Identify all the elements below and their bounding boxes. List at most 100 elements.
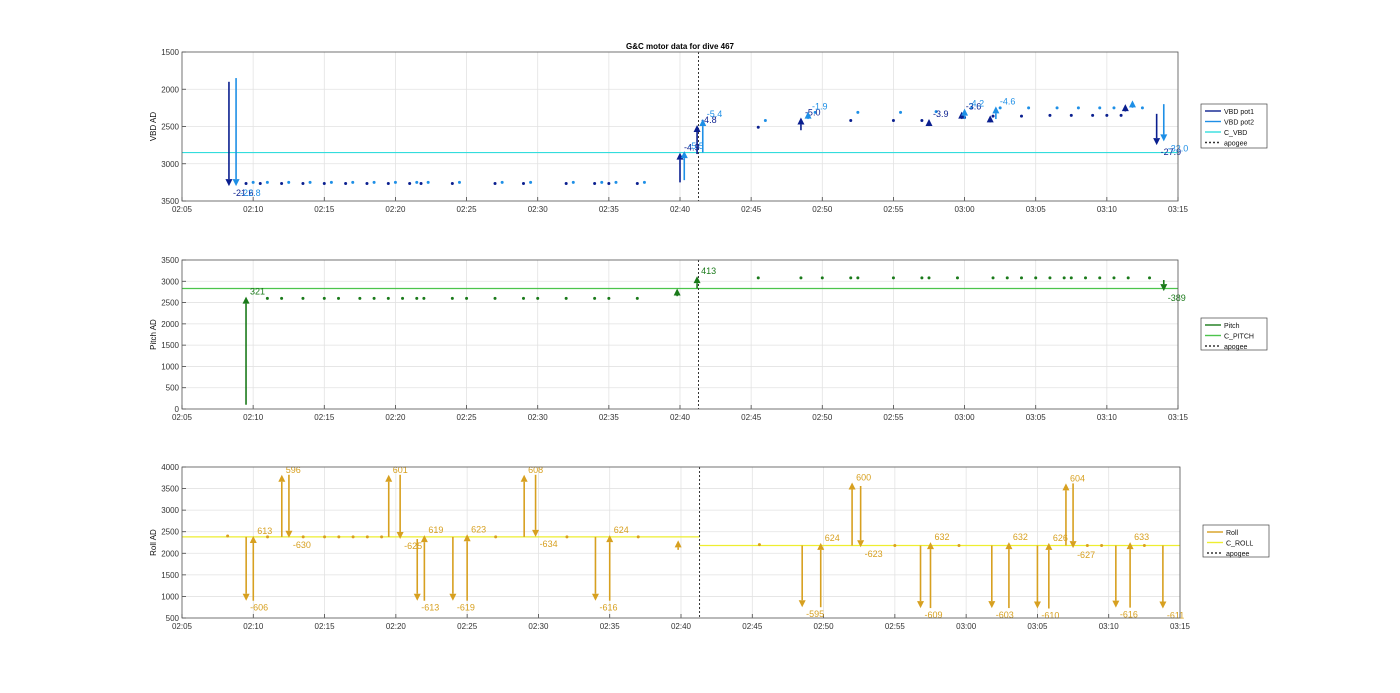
x-tick-label: 03:15	[1168, 413, 1189, 422]
data-point	[1069, 276, 1073, 280]
data-point	[1084, 276, 1088, 280]
arrow-head	[591, 593, 599, 601]
arrow-label: -1.9	[812, 102, 828, 112]
data-point	[1098, 276, 1102, 280]
arrow-head	[1069, 541, 1077, 549]
x-tick-label: 02:15	[315, 622, 336, 631]
data-point	[415, 180, 419, 184]
data-point	[337, 535, 341, 539]
data-point	[920, 276, 924, 280]
data-point	[593, 181, 597, 185]
data-point	[244, 181, 248, 185]
arrow-head	[961, 108, 969, 116]
arrow-head	[927, 542, 934, 550]
arrow-label: 626	[1053, 533, 1068, 543]
x-tick-label: 02:55	[885, 622, 906, 631]
arrow-head	[798, 600, 806, 608]
data-point	[301, 181, 305, 185]
data-point	[493, 296, 497, 300]
arrow-label: 624	[614, 525, 629, 535]
arrow-head	[396, 532, 404, 540]
data-point	[1055, 106, 1059, 110]
data-point	[365, 535, 369, 539]
arrow-label: -5.4	[707, 109, 723, 119]
legend-label: Roll	[1226, 530, 1239, 537]
arrow-label: -4.6	[1000, 96, 1016, 106]
data-point	[258, 181, 262, 185]
arrow-label: 632	[935, 532, 950, 542]
x-tick-label: 02:55	[883, 413, 904, 422]
legend-label: VBD pot2	[1224, 120, 1254, 127]
y-axis-label: Pitch AD	[149, 319, 158, 350]
data-point	[351, 535, 355, 539]
arrow-label: 619	[428, 525, 443, 535]
legend-label: VBD pot1	[1224, 109, 1254, 116]
x-tick-label: 02:45	[742, 622, 763, 631]
x-tick-label: 02:20	[385, 413, 406, 422]
arrow-label: 596	[286, 465, 301, 475]
data-point	[1119, 113, 1123, 117]
data-point	[565, 535, 569, 539]
data-point	[521, 296, 525, 300]
data-point	[1005, 276, 1009, 280]
legend-label: C_VBD	[1224, 130, 1247, 137]
arrow-head	[449, 593, 457, 601]
arrow-label: -3.9	[933, 109, 949, 119]
x-tick-label: 02:40	[671, 622, 692, 631]
y-tick-label: 2000	[161, 549, 179, 558]
data-point	[799, 276, 803, 280]
x-tick-label: 03:00	[955, 205, 976, 214]
panel-3: 02:05 02:10 02:15 02:20 02:25 02:30 02:35 02:40…	[149, 463, 1270, 631]
data-point	[813, 110, 817, 114]
data-point	[280, 181, 284, 185]
data-point	[500, 180, 504, 184]
x-tick-label: 03:10	[1097, 205, 1118, 214]
arrow-head	[674, 540, 682, 548]
x-tick-label: 02:50	[812, 413, 833, 422]
arrow-head	[463, 534, 471, 542]
data-point	[899, 110, 903, 114]
x-tick-label: 02:40	[670, 413, 691, 422]
x-tick-label: 02:30	[528, 205, 549, 214]
y-tick-label: 4000	[161, 463, 179, 472]
data-point	[763, 119, 767, 123]
arrow-label: -4.8	[701, 115, 717, 125]
data-point	[600, 180, 604, 184]
arrow-label: -627	[1077, 550, 1095, 560]
arrow-head	[1128, 100, 1136, 108]
x-tick-label: 03:00	[955, 413, 976, 422]
data-point	[226, 534, 230, 538]
arrow-label: 632	[1013, 532, 1028, 542]
x-tick-label: 02:15	[314, 205, 335, 214]
data-point	[756, 276, 760, 280]
arrow-head	[817, 542, 825, 550]
arrow-head	[804, 111, 812, 119]
data-point	[957, 544, 961, 548]
arrow-head	[1160, 284, 1168, 292]
data-point	[329, 180, 333, 184]
data-point	[756, 125, 760, 129]
y-axis-label: Roll AD	[149, 529, 158, 556]
arrow-head	[988, 601, 996, 609]
x-tick-label: 03:10	[1099, 622, 1120, 631]
data-point	[408, 181, 412, 185]
arrow-label: 613	[257, 526, 272, 536]
arrow-label: -630	[293, 540, 311, 550]
arrow-label: -623	[865, 549, 883, 559]
x-tick-label: 02:10	[243, 205, 264, 214]
x-tick-label: 02:35	[599, 205, 620, 214]
y-tick-label: 500	[166, 384, 180, 393]
arrow-label: -634	[540, 539, 558, 549]
data-point	[1098, 106, 1102, 110]
data-point	[386, 181, 390, 185]
data-point	[1019, 114, 1023, 118]
data-point	[1140, 106, 1144, 110]
x-tick-label: 02:30	[528, 622, 549, 631]
data-point	[1105, 113, 1109, 117]
data-point	[891, 119, 895, 123]
arrow-label: -389	[1168, 293, 1186, 303]
arrow-head	[699, 119, 707, 127]
